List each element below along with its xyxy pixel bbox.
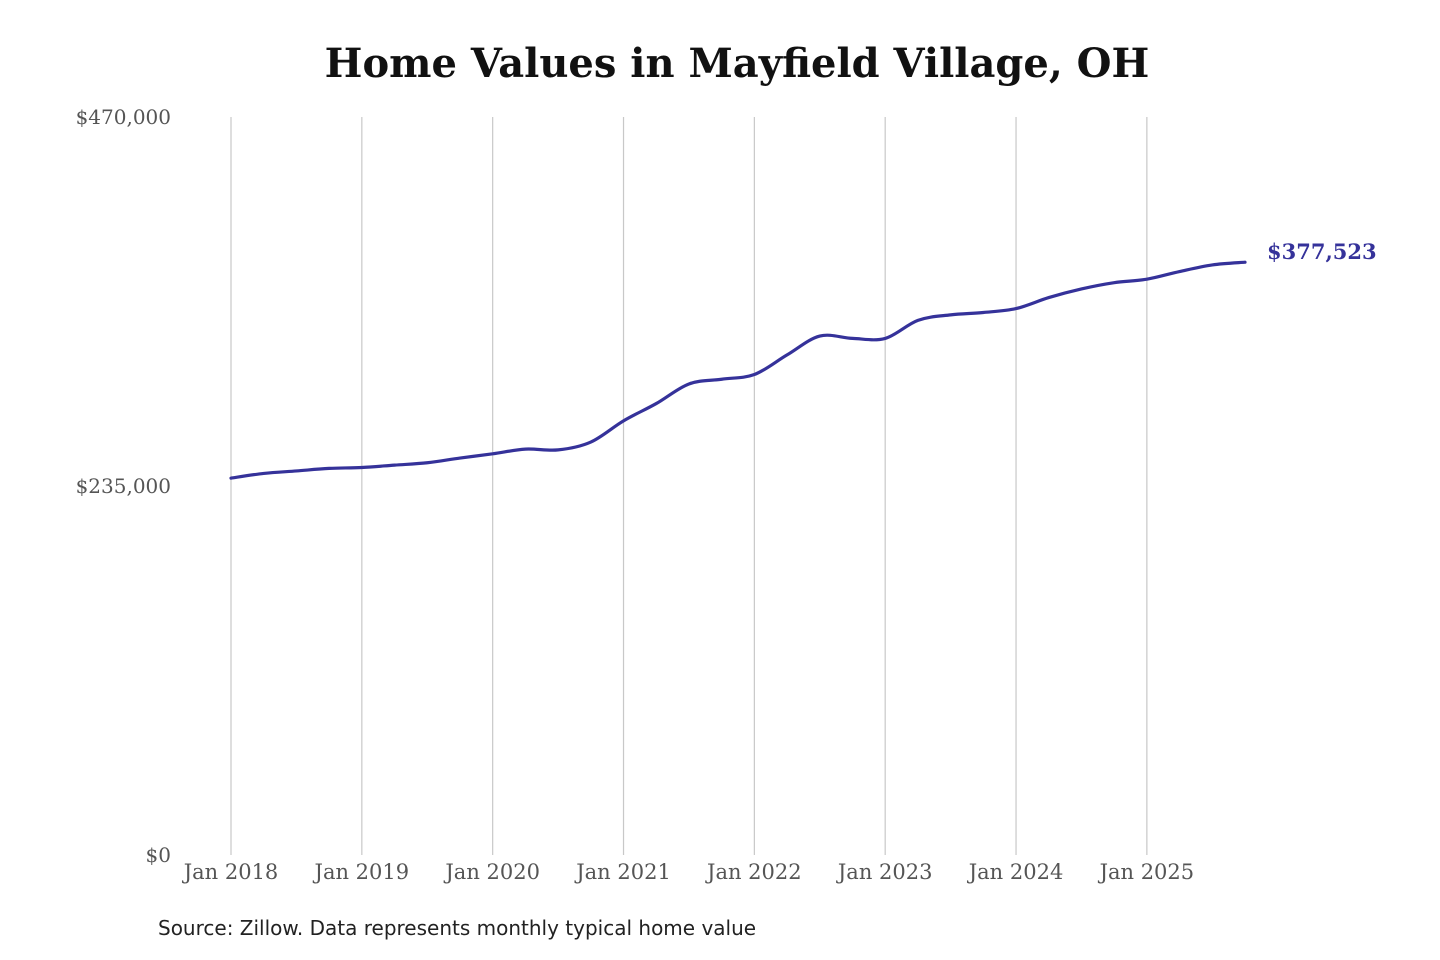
y-tick-label: $470,000 [76,105,171,129]
series-layer [229,260,1247,480]
chart-plot: $0$235,000$470,000 Jan 2018 Jan 2019 Jan 2… [76,105,1377,884]
y-tick-label: $235,000 [76,474,171,498]
gridlines [230,117,1148,855]
chart-title: Home Values in Mayfield Village, OH [324,40,1150,87]
source-note: Source: Zillow. Data represents monthly … [158,916,757,940]
series-line [229,260,1247,480]
x-tick-label: Jan 2020 [443,860,540,884]
end-value-label: $377,523 [1267,239,1377,264]
x-tick-label: Jan 2025 [1098,860,1195,884]
x-tick-label: Jan 2022 [705,860,802,884]
x-tick-label: Jan 2021 [574,860,671,884]
x-tick-label: Jan 2018 [182,860,279,884]
x-tick-label: Jan 2019 [313,860,410,884]
x-tick-label: Jan 2023 [836,860,933,884]
x-axis: Jan 2018 Jan 2019 Jan 2020 Jan 2021 Jan 2022… [182,860,1194,884]
x-tick-label: Jan 2024 [967,860,1064,884]
y-tick-label: $0 [146,843,171,867]
end-label-layer: $377,523 [1267,239,1377,264]
y-axis: $0 $235,000 $470,000 [76,105,171,867]
